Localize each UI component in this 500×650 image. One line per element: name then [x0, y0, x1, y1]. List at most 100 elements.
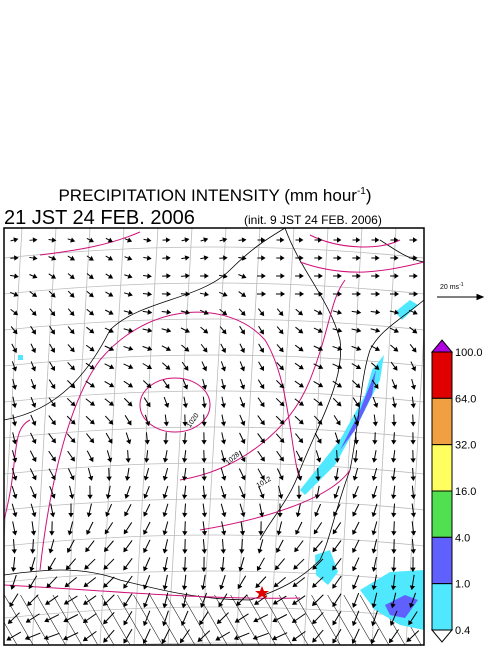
grid-line — [4, 462, 424, 475]
init-time: (init. 9 JST 24 FEB. 2006) — [244, 213, 382, 227]
isobar — [39, 231, 141, 256]
wind-arrow-head — [201, 549, 207, 554]
wind-arrow-head — [218, 601, 224, 608]
wind-arrow-head — [51, 438, 56, 444]
wind-arrow-head — [258, 512, 265, 518]
wind-arrow-head — [69, 255, 75, 261]
wind-arrow-head — [12, 493, 18, 499]
wind-arrow-head — [259, 311, 265, 317]
wind-arrow-head — [390, 585, 397, 591]
wind-arrow-head — [184, 237, 190, 243]
wind-arrow-head — [123, 547, 129, 553]
wind-arrow-head — [166, 255, 171, 261]
wind-arrow-head — [278, 310, 284, 317]
wind-arrow-head — [337, 291, 343, 297]
wind-arrow-head — [292, 582, 298, 588]
wind-arrow-head — [126, 237, 133, 243]
wind-arrow-head — [199, 620, 204, 626]
wind-arrow-head — [70, 437, 76, 444]
wind-arrow-head — [162, 548, 168, 554]
wind-arrow-head — [355, 383, 361, 389]
wind-arrow-head — [412, 309, 418, 315]
wind-arrow-head — [272, 599, 279, 605]
wind-arrow-head — [280, 273, 285, 279]
wind-arrow-head — [143, 602, 149, 608]
wind-arrow-head — [221, 329, 227, 335]
wind-arrow-head — [108, 291, 114, 297]
wind-arrow-head — [297, 475, 303, 481]
wind-arrow-head — [69, 475, 75, 481]
wind-arrow-head — [221, 475, 227, 481]
wind-arrow-head — [31, 456, 37, 463]
wind-arrow-head — [233, 635, 239, 641]
wind-arrow-head — [220, 403, 226, 409]
wind-arrow-head — [352, 475, 358, 481]
wind-arrow-head — [82, 618, 89, 623]
wind-arrow-head — [123, 638, 129, 644]
wind-arrow-head — [109, 364, 115, 370]
wind-arrow-head — [298, 346, 304, 352]
wind-arrow-head — [107, 438, 113, 444]
wind-arrow-head — [371, 621, 377, 627]
wind-arrow-head — [50, 292, 56, 298]
reference-vector-label: 20 ms-1 — [440, 282, 464, 291]
wind-arrow-head — [318, 382, 324, 388]
wind-arrow-head — [374, 364, 380, 370]
title: PRECIPITATION INTENSITY (mm hour-1) — [58, 186, 371, 205]
wind-arrow-head — [299, 273, 304, 279]
colorbar-segment — [431, 351, 453, 399]
wind-arrow-head — [165, 237, 171, 243]
wind-arrow-head — [394, 237, 399, 243]
wind-arrow-head — [234, 617, 240, 623]
grid-line — [4, 228, 23, 548]
wind-arrow-head — [164, 383, 170, 390]
wind-arrow-head — [236, 600, 242, 607]
wind-arrow-head — [261, 273, 266, 279]
wind-arrow-head — [204, 291, 209, 297]
wind-arrow-head — [410, 476, 416, 482]
wind-arrow-head — [128, 327, 134, 333]
wind-arrow-head — [108, 309, 114, 315]
wind-arrow-head — [352, 584, 358, 590]
wind-arrow-head — [182, 494, 188, 500]
wind-arrow-head — [371, 548, 377, 554]
wind-arrow-head — [411, 347, 417, 353]
grid-line — [133, 228, 159, 645]
wind-arrow-head — [356, 345, 362, 351]
wind-arrow-head — [240, 438, 246, 445]
grid-line — [31, 228, 57, 645]
wind-arrow-head — [258, 531, 264, 536]
colorbar-label: 64.0 — [455, 393, 476, 405]
wind-arrow-head — [293, 564, 299, 570]
wind-arrow-head — [297, 456, 303, 463]
wind-arrow-head — [182, 531, 188, 536]
wind-arrow-head — [240, 329, 245, 335]
colorbar-label: 100.0 — [455, 347, 483, 359]
grid-line — [4, 282, 424, 295]
wind-arrow-head — [241, 273, 247, 279]
wind-arrow-head — [70, 419, 76, 425]
wind-arrow-head — [11, 530, 18, 536]
wind-arrow-head — [241, 237, 247, 243]
wind-arrow-head — [162, 512, 168, 518]
wind-arrow-head — [128, 364, 134, 370]
wind-arrow-head — [298, 438, 304, 444]
wind-arrow-head — [142, 638, 148, 645]
wind-arrow-head — [88, 310, 95, 316]
wind-arrow-head — [240, 493, 246, 499]
wind-arrow-head — [107, 255, 114, 261]
wind-arrow-head — [335, 420, 341, 426]
wind-arrow-head — [272, 617, 278, 623]
wind-arrow-head — [336, 401, 342, 407]
wind-arrow-head — [108, 328, 114, 333]
wind-arrow-head — [253, 617, 259, 623]
wind-arrow-head — [240, 456, 246, 463]
wind-arrow-head — [203, 328, 209, 334]
precip-area — [385, 595, 418, 618]
wind-arrow-head — [393, 346, 399, 352]
wind-arrow-head — [31, 402, 37, 408]
wind-arrow-head — [372, 421, 378, 427]
wind-arrow-head — [201, 494, 207, 500]
wind-arrow-head — [371, 493, 377, 499]
wind-arrow-head — [51, 420, 56, 426]
